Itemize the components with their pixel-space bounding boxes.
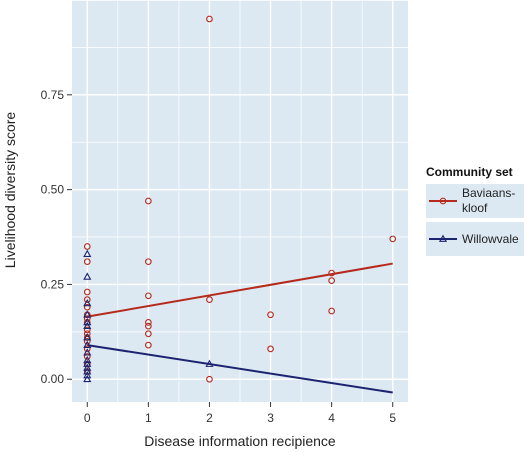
x-tick-label: 2 <box>206 411 213 425</box>
legend-label: Baviaans- <box>462 186 515 200</box>
trend-lines <box>87 262 393 394</box>
data-point <box>83 345 91 353</box>
data-point <box>83 359 92 367</box>
data-point <box>145 258 152 266</box>
y-tick-label: 0.00 <box>41 372 65 386</box>
data-point <box>145 319 152 326</box>
x-axis-title: Disease information recipience <box>144 433 336 449</box>
data-point <box>83 249 92 257</box>
data-point <box>83 298 92 307</box>
data-point <box>267 311 274 319</box>
data-point <box>206 15 213 23</box>
data-point <box>83 310 92 318</box>
data-point <box>328 277 335 284</box>
trend-line <box>87 262 393 318</box>
y-tick-label: 0.50 <box>41 183 65 197</box>
data-point <box>83 355 92 364</box>
data-point <box>145 197 152 205</box>
legend-key-marker <box>439 197 447 205</box>
data-point <box>83 367 92 375</box>
legend-label: Willowvale <box>462 232 519 246</box>
data-point <box>83 340 92 348</box>
data-point <box>328 307 335 315</box>
data-point <box>83 353 91 360</box>
data-point <box>83 348 92 356</box>
data-point <box>267 345 274 353</box>
data-point <box>83 330 91 338</box>
data-point <box>205 359 214 367</box>
gridlines <box>72 0 408 402</box>
y-tick-label: 0.25 <box>41 277 65 291</box>
data-point <box>83 321 92 330</box>
x-tick-label: 4 <box>328 411 335 425</box>
legend-label: kloof <box>462 201 488 215</box>
data-point <box>83 315 91 322</box>
data-point <box>389 235 397 243</box>
data-point <box>83 243 91 250</box>
data-points <box>83 15 397 383</box>
y-axis-title: Livelihood diversity score <box>2 112 18 269</box>
data-point <box>145 322 152 330</box>
data-point <box>83 258 91 266</box>
data-point <box>206 375 213 383</box>
legend: Community set Baviaans-kloof Willowvale <box>426 165 524 256</box>
y-axis: 0.00 0.25 0.50 0.75 <box>41 88 72 386</box>
data-point <box>83 303 91 311</box>
data-point <box>206 296 213 303</box>
data-point <box>83 363 92 371</box>
data-point <box>83 288 91 296</box>
legend-title: Community set <box>426 165 513 179</box>
legend-key-marker <box>438 234 448 242</box>
data-point <box>83 326 91 334</box>
data-point <box>83 337 91 345</box>
data-point <box>145 341 152 349</box>
x-tick-label: 5 <box>389 411 396 425</box>
data-point <box>83 317 92 326</box>
data-point <box>83 296 91 303</box>
x-tick-label: 3 <box>267 411 274 425</box>
data-point <box>83 371 92 379</box>
data-point <box>145 292 152 300</box>
x-tick-label: 1 <box>145 411 152 425</box>
data-point <box>145 330 152 338</box>
data-point <box>83 333 92 341</box>
x-axis: 0 1 2 3 4 5 <box>84 402 396 425</box>
data-point <box>328 269 335 277</box>
data-point <box>83 272 92 280</box>
trend-line <box>87 344 393 394</box>
x-tick-label: 0 <box>84 411 91 425</box>
y-tick-label: 0.75 <box>41 88 65 102</box>
data-point <box>83 374 92 383</box>
